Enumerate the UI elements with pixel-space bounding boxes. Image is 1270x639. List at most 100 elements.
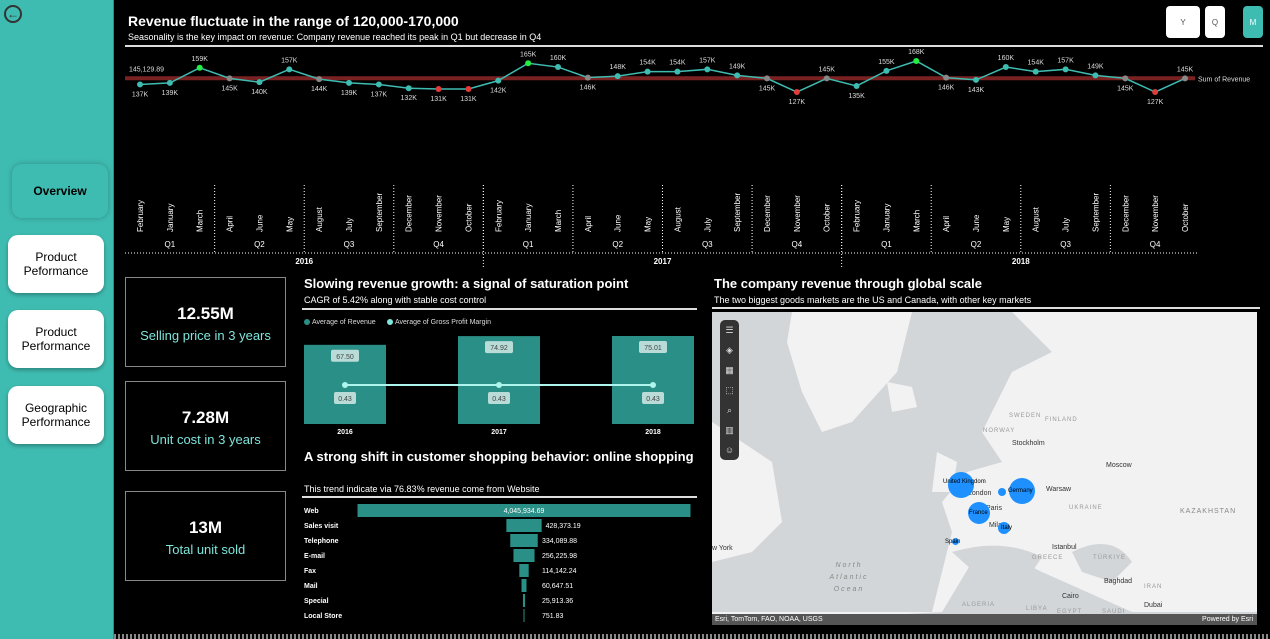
quarter-tick: Q1 [523,240,534,249]
data-label: 145K [221,85,238,92]
nav-product-peformance[interactable]: Product Peformance [8,235,104,293]
value-label: 428,373.19 [546,523,581,530]
month-tick: March [554,210,563,232]
header-subtitle: Seasonality is the key impact on revenue… [128,32,542,42]
value-label: 334,089.88 [542,538,577,545]
quarter-tick: Q4 [1150,240,1161,249]
data-label: 127K [789,99,806,106]
search-icon[interactable]: ⌕ [726,405,733,415]
map-bubble-spain[interactable] [952,538,959,545]
nav-overview[interactable]: Overview [12,164,108,218]
month-tick: February [494,200,503,232]
city-label: Warsaw [1046,486,1072,493]
quarter-tick: Q2 [971,240,982,249]
data-point [525,60,532,67]
map-bubble[interactable] [998,488,1006,496]
month-tick: January [882,204,891,232]
year-tick: 2016 [295,257,313,266]
data-point [226,75,233,82]
label-box [488,392,510,404]
funnel-subtitle: This trend indicate via 76.83% revenue c… [304,484,540,494]
grid-icon[interactable]: ▦ [725,365,734,375]
data-label: 137K [132,91,149,98]
data-point [913,58,920,64]
kpi-value: 7.28M [181,408,230,427]
label-box [485,341,513,354]
country-label: LIBYA [1026,606,1048,612]
series-label: Sum of Revenue [1198,76,1250,83]
country-label: IRAN [1144,584,1163,590]
data-point [1092,72,1099,79]
nav-product-performance[interactable]: Product Performance [8,310,104,368]
map-bubble-italy[interactable] [998,522,1010,534]
quarter-button[interactable]: Q [1205,6,1225,38]
label-box [331,349,359,362]
legend-marker [304,319,310,325]
data-label: 131K [460,96,477,103]
data-label: 148K [610,64,627,71]
data-point [316,76,323,83]
data-point [883,67,890,74]
year-button[interactable]: Y [1166,6,1200,38]
revenue-line [139,60,1186,93]
data-point [375,81,382,88]
data-point [704,66,711,73]
data-point [1152,89,1159,95]
person-icon[interactable]: ☺ [724,445,735,455]
quarter-tick: Q3 [344,240,355,249]
map-land [712,312,1257,625]
data-point [495,77,502,84]
label-box [642,392,664,404]
data-point [1032,68,1039,75]
category-label: Local Store [304,613,342,620]
data-label: 154K [639,60,656,67]
bubble-label: France [969,510,988,516]
data-label: 143K [968,87,985,94]
category-label: Sales visit [304,523,339,530]
month-tick: March [912,210,921,232]
bar-value-label: 74.92 [490,345,508,352]
x-tick: 2018 [645,429,661,436]
funnel-bar [510,534,538,547]
data-point [764,75,770,82]
funnel-bar [357,504,691,517]
page-scrollbar[interactable] [114,634,1270,639]
data-label: 145K [759,85,776,92]
data-point [674,68,681,75]
month-button[interactable]: M [1243,6,1263,38]
kpi-label: Total unit sold [165,542,246,557]
map-attribution: Esri, TomTom, FAO, NOAA, USGS [712,614,1257,625]
funnel-bar [522,594,526,607]
bubble-label: United Kingdom [943,479,986,485]
data-label: 142K [490,88,507,95]
data-point [256,79,263,86]
legend-marker [387,319,393,325]
data-label: 146K [938,85,955,92]
back-arrow-icon[interactable]: ← [4,5,22,23]
bar-chart-subtitle: CAGR of 5.42% along with stable cost con… [304,295,487,305]
revenue-map[interactable]: ☰ ◈ ▦ ⬚ ⌕ ▥ ☺ Stockholm Moscow Warsaw London P… [712,312,1257,625]
powered-by-link[interactable]: Powered by Esri [1202,616,1253,623]
map-bubble-uk[interactable] [948,472,974,498]
data-point [943,74,950,81]
menu-icon[interactable]: ☰ [725,325,734,335]
month-tick: April [584,216,593,232]
map-bubble-germany[interactable] [1009,478,1035,504]
funnel-bar [513,549,535,562]
value-label: 114,142.24 [542,568,577,575]
label-box [334,392,356,404]
data-label: 165K [520,51,537,58]
data-label: 144K [311,86,328,93]
country-label: EGYPT [1057,609,1083,615]
month-tick: February [136,200,145,232]
bubble-label: Italy [1001,525,1013,531]
select-icon[interactable]: ⬚ [725,385,734,395]
bar-chart-title: Slowing revenue growth: a signal of satu… [304,276,629,291]
month-tick: July [1062,218,1071,232]
month-tick: October [1181,203,1190,232]
nav-geographic-performance[interactable]: Geographic Performance [8,386,104,444]
layers-icon[interactable]: ◈ [726,345,733,355]
map-subtitle: The two biggest goods markets are the US… [714,295,1032,305]
chart-icon[interactable]: ▥ [725,425,734,435]
map-bubble-france[interactable] [968,502,990,524]
